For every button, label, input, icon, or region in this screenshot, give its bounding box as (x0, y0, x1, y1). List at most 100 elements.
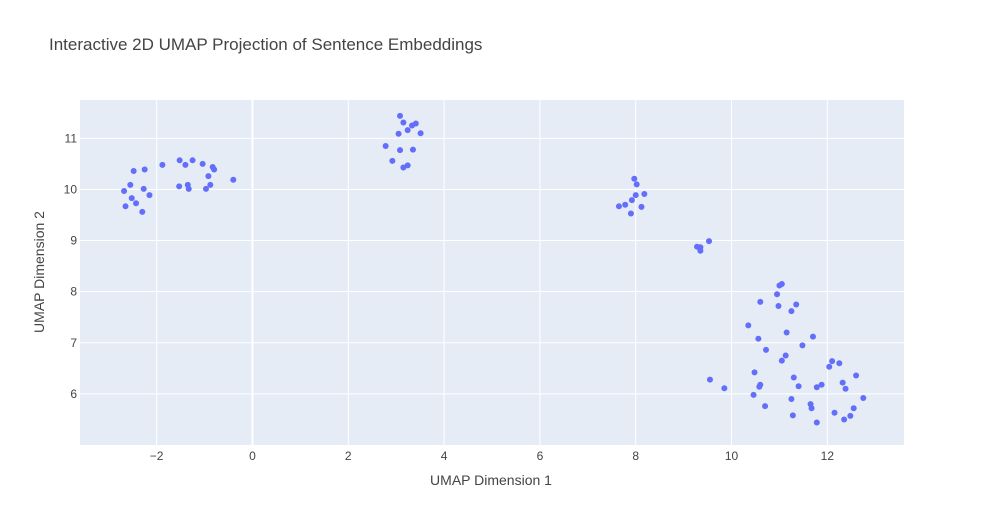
scatter-point[interactable] (182, 161, 189, 168)
scatter-point[interactable] (638, 203, 645, 210)
scatter-point[interactable] (133, 200, 140, 207)
scatter-point[interactable] (826, 363, 833, 370)
scatter-point[interactable] (400, 164, 407, 171)
scatter-point[interactable] (795, 383, 802, 390)
scatter-point[interactable] (205, 173, 212, 180)
scatter-point[interactable] (199, 160, 206, 167)
gridlines (80, 100, 904, 445)
scatter-point[interactable] (783, 329, 790, 336)
y-tick-label: 9 (70, 234, 77, 248)
scatter-point[interactable] (409, 146, 416, 153)
scatter-point[interactable] (632, 192, 639, 199)
scatter-point[interactable] (850, 405, 857, 412)
scatter-point[interactable] (847, 412, 854, 419)
scatter-point[interactable] (763, 346, 770, 353)
scatter-point[interactable] (159, 161, 166, 168)
scatter-point[interactable] (382, 143, 389, 149)
scatter-point[interactable] (207, 181, 214, 188)
plot-area (80, 100, 904, 445)
scatter-point[interactable] (397, 112, 404, 119)
scatter-point[interactable] (631, 175, 638, 182)
y-tick-label: 11 (65, 131, 78, 145)
scatter-point[interactable] (389, 157, 396, 164)
scatter-point[interactable] (176, 157, 183, 164)
scatter-point[interactable] (836, 360, 843, 367)
scatter-point[interactable] (139, 208, 146, 215)
scatter-point[interactable] (790, 374, 797, 381)
scatter-point[interactable] (788, 308, 795, 315)
scatter-point[interactable] (202, 185, 209, 192)
scatter-point[interactable] (860, 394, 867, 401)
scatter-point[interactable] (706, 376, 713, 383)
scatter-point[interactable] (829, 358, 836, 365)
scatter-point[interactable] (127, 181, 134, 188)
y-axis-title: UMAP Dimension 2 (31, 211, 47, 333)
scatter-point[interactable] (775, 302, 782, 309)
scatter-point[interactable] (745, 322, 752, 329)
scatter-point[interactable] (146, 192, 153, 199)
scatter-point[interactable] (706, 238, 713, 245)
scatter-point[interactable] (774, 291, 781, 298)
x-tick-label: 12 (821, 449, 835, 463)
scatter-point[interactable] (141, 166, 148, 173)
scatter-point[interactable] (417, 130, 424, 137)
scatter-point[interactable] (408, 122, 415, 129)
scatter-point[interactable] (755, 335, 762, 342)
data-points (121, 112, 867, 426)
scatter-point[interactable] (853, 372, 860, 379)
x-axis-ticks: −2 0 2 4 6 8 10 12 (150, 449, 835, 463)
scatter-point[interactable] (793, 301, 800, 308)
scatter-point[interactable] (615, 203, 622, 210)
scatter-point[interactable] (697, 247, 704, 254)
scatter-point[interactable] (842, 385, 849, 392)
x-tick-label: 10 (725, 449, 739, 463)
x-axis-title: UMAP Dimension 1 (430, 472, 552, 488)
scatter-point[interactable] (628, 197, 635, 204)
scatter-point[interactable] (813, 384, 820, 391)
scatter-point[interactable] (808, 405, 815, 412)
scatter-point[interactable] (809, 333, 816, 340)
scatter-point[interactable] (176, 183, 183, 190)
scatter-point[interactable] (721, 385, 728, 392)
scatter-point[interactable] (831, 409, 838, 416)
scatter-point[interactable] (818, 381, 825, 388)
scatter-point[interactable] (128, 195, 135, 202)
scatter-point[interactable] (397, 147, 404, 154)
scatter-point[interactable] (185, 185, 192, 192)
scatter-point[interactable] (230, 176, 237, 183)
scatter-point[interactable] (400, 119, 407, 126)
scatter-point[interactable] (627, 210, 634, 217)
scatter-point[interactable] (633, 181, 640, 188)
scatter-point[interactable] (762, 403, 769, 410)
scatter-point[interactable] (756, 383, 763, 390)
y-tick-label: 8 (70, 285, 77, 299)
scatter-point[interactable] (750, 391, 757, 398)
scatter-point[interactable] (799, 342, 806, 349)
x-tick-label: 6 (537, 449, 544, 463)
y-tick-label: 6 (70, 387, 77, 401)
y-axis-ticks: 6 7 8 9 10 11 (64, 131, 78, 401)
scatter-point[interactable] (813, 419, 820, 426)
scatter-point[interactable] (776, 282, 783, 289)
scatter-point[interactable] (395, 130, 402, 137)
scatter-point[interactable] (757, 298, 764, 305)
scatter-point[interactable] (788, 396, 795, 402)
scatter-point[interactable] (130, 168, 137, 175)
scatter-point[interactable] (211, 166, 218, 173)
scatter-point[interactable] (189, 157, 196, 164)
scatter-point[interactable] (841, 416, 848, 423)
scatter-point[interactable] (782, 352, 789, 359)
scatter-point[interactable] (140, 185, 147, 192)
scatter-point[interactable] (122, 203, 129, 210)
scatter-point[interactable] (121, 187, 128, 194)
y-tick-label: 10 (64, 182, 78, 196)
scatter-point[interactable] (404, 127, 411, 134)
y-tick-label: 7 (70, 336, 77, 350)
scatter-point[interactable] (789, 412, 796, 419)
scatter-point[interactable] (641, 191, 648, 198)
scatter-point[interactable] (622, 201, 629, 208)
scatter-point[interactable] (778, 357, 785, 364)
scatter-point[interactable] (751, 369, 758, 376)
scatter-point[interactable] (839, 379, 846, 386)
